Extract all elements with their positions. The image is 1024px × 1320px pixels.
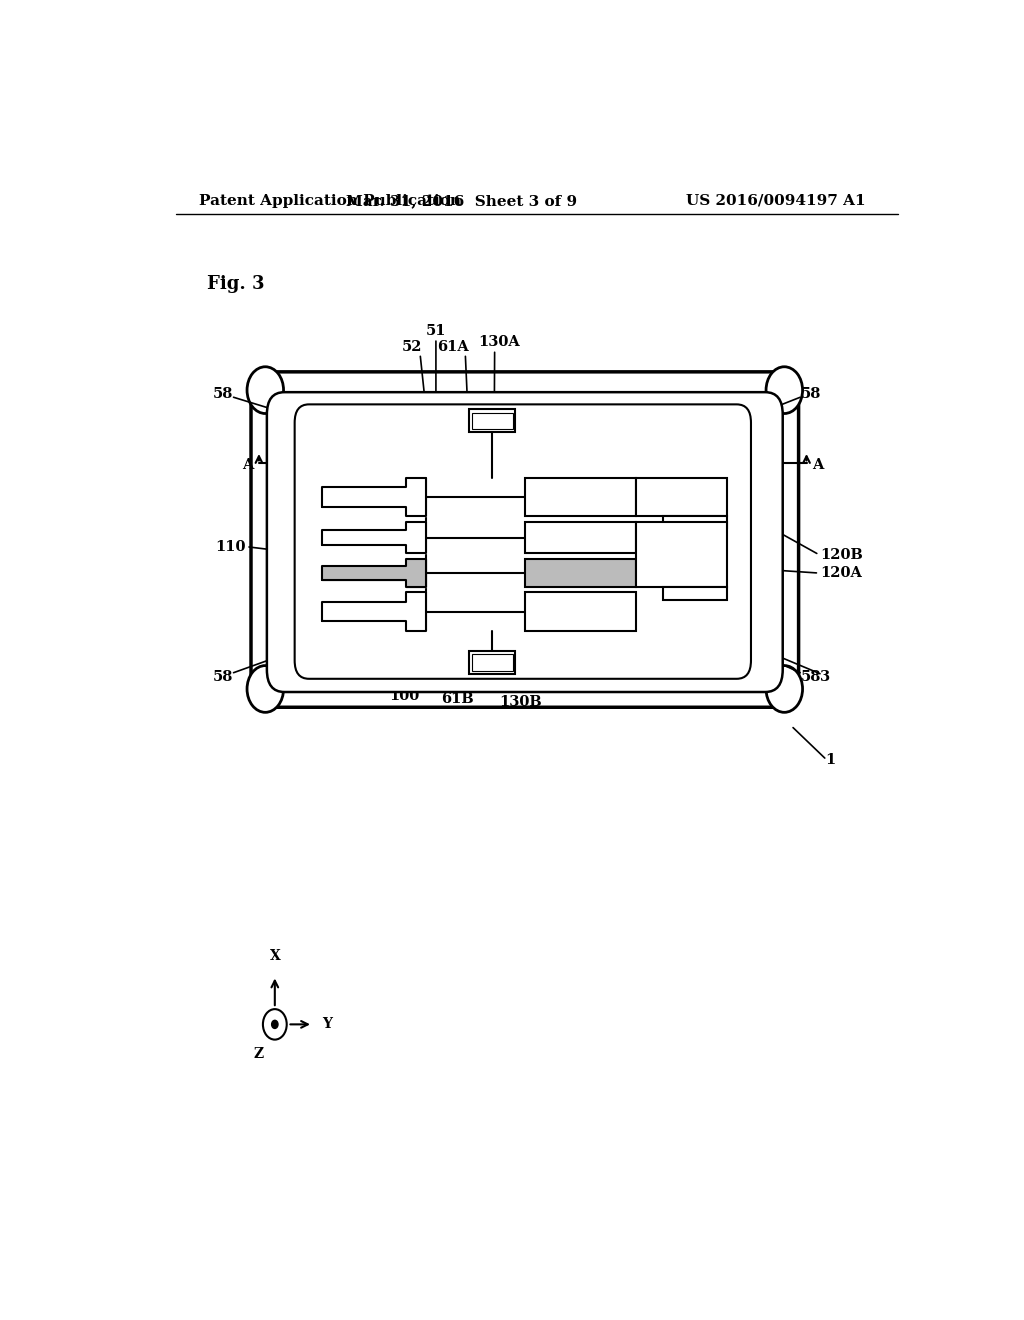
Polygon shape	[323, 523, 426, 553]
Text: Mar. 31, 2016  Sheet 3 of 9: Mar. 31, 2016 Sheet 3 of 9	[346, 194, 577, 209]
Text: Z: Z	[254, 1047, 264, 1061]
Text: Fig. 3: Fig. 3	[207, 276, 265, 293]
Bar	[524, 478, 636, 516]
Text: 120B: 120B	[820, 548, 863, 562]
Text: 100: 100	[389, 689, 419, 704]
Circle shape	[247, 367, 284, 413]
Bar	[524, 558, 636, 587]
Text: 1: 1	[824, 754, 835, 767]
Bar	[636, 523, 727, 587]
FancyBboxPatch shape	[267, 392, 782, 692]
Text: 58: 58	[212, 387, 232, 401]
Text: 58: 58	[801, 387, 821, 401]
Text: US 2016/0094197 A1: US 2016/0094197 A1	[686, 194, 866, 209]
FancyBboxPatch shape	[295, 404, 751, 678]
Bar	[469, 651, 515, 673]
Text: X: X	[269, 949, 281, 964]
Circle shape	[271, 1020, 278, 1028]
Text: 130A: 130A	[478, 335, 520, 350]
Text: 61A: 61A	[437, 339, 469, 354]
Bar	[664, 587, 727, 599]
Circle shape	[766, 665, 803, 713]
Text: A: A	[812, 458, 823, 473]
Text: Patent Application Publication: Patent Application Publication	[200, 194, 462, 209]
Polygon shape	[323, 593, 426, 631]
Circle shape	[766, 367, 803, 413]
Bar	[636, 478, 727, 516]
Bar	[524, 593, 636, 631]
Text: 52: 52	[401, 339, 422, 354]
Bar	[469, 409, 515, 432]
Bar	[472, 655, 513, 671]
Text: Y: Y	[323, 1018, 333, 1031]
Polygon shape	[323, 478, 426, 516]
Text: 3: 3	[820, 669, 830, 684]
Bar	[524, 523, 636, 553]
Text: 51: 51	[426, 325, 446, 338]
FancyBboxPatch shape	[251, 372, 799, 708]
Text: A: A	[242, 458, 253, 473]
Text: 120A: 120A	[820, 566, 862, 579]
Bar	[664, 516, 727, 528]
Text: 110: 110	[215, 540, 246, 553]
Text: 61B: 61B	[441, 692, 474, 706]
Text: 130B: 130B	[500, 696, 542, 709]
Text: 58: 58	[212, 669, 232, 684]
Bar	[472, 412, 513, 429]
Circle shape	[247, 665, 284, 713]
Polygon shape	[323, 558, 426, 587]
Text: 58: 58	[801, 669, 821, 684]
